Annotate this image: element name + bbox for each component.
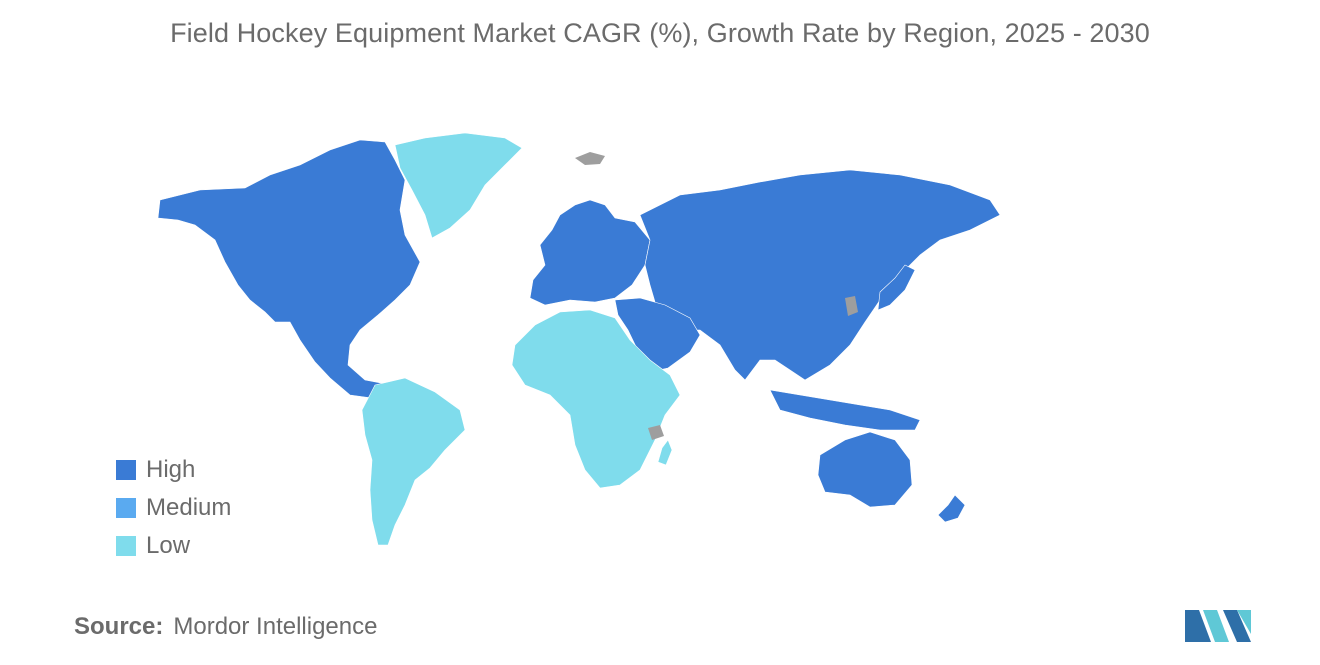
region-southeast-asia[interactable]: [769, 389, 921, 431]
legend-swatch-low: [116, 536, 136, 556]
source-credit: Source: Mordor Intelligence: [74, 613, 377, 641]
source-label: Source:: [74, 613, 164, 640]
region-new-zealand[interactable]: [937, 494, 966, 523]
region-no-data-svalbard: [575, 152, 605, 165]
source-value: Mordor Intelligence: [173, 613, 378, 640]
legend: High Medium Low: [116, 451, 231, 565]
region-europe[interactable]: [529, 199, 651, 306]
legend-item-low: Low: [116, 527, 231, 565]
region-australia[interactable]: [817, 431, 913, 508]
region-south-america[interactable]: [361, 377, 466, 546]
legend-label-low: Low: [146, 532, 191, 559]
mordor-intelligence-logo-icon: [1185, 610, 1251, 642]
region-no-data-east-africa: [648, 425, 664, 440]
legend-item-high: High: [116, 451, 231, 489]
region-japan[interactable]: [877, 264, 916, 311]
region-greenland[interactable]: [394, 132, 523, 239]
region-no-data-korea: [845, 296, 858, 316]
region-middle-east[interactable]: [614, 297, 701, 373]
legend-label-medium: Medium: [146, 494, 232, 521]
legend-swatch-medium: [116, 498, 136, 518]
chart-title: Field Hockey Equipment Market CAGR (%), …: [170, 18, 1150, 48]
legend-label-high: High: [146, 456, 196, 483]
region-africa[interactable]: [511, 309, 681, 489]
legend-item-medium: Medium: [116, 489, 231, 527]
legend-swatch-high: [116, 460, 136, 480]
region-madagascar[interactable]: [657, 439, 673, 466]
region-asia[interactable]: [639, 169, 1001, 381]
region-north-america[interactable]: [157, 139, 421, 399]
